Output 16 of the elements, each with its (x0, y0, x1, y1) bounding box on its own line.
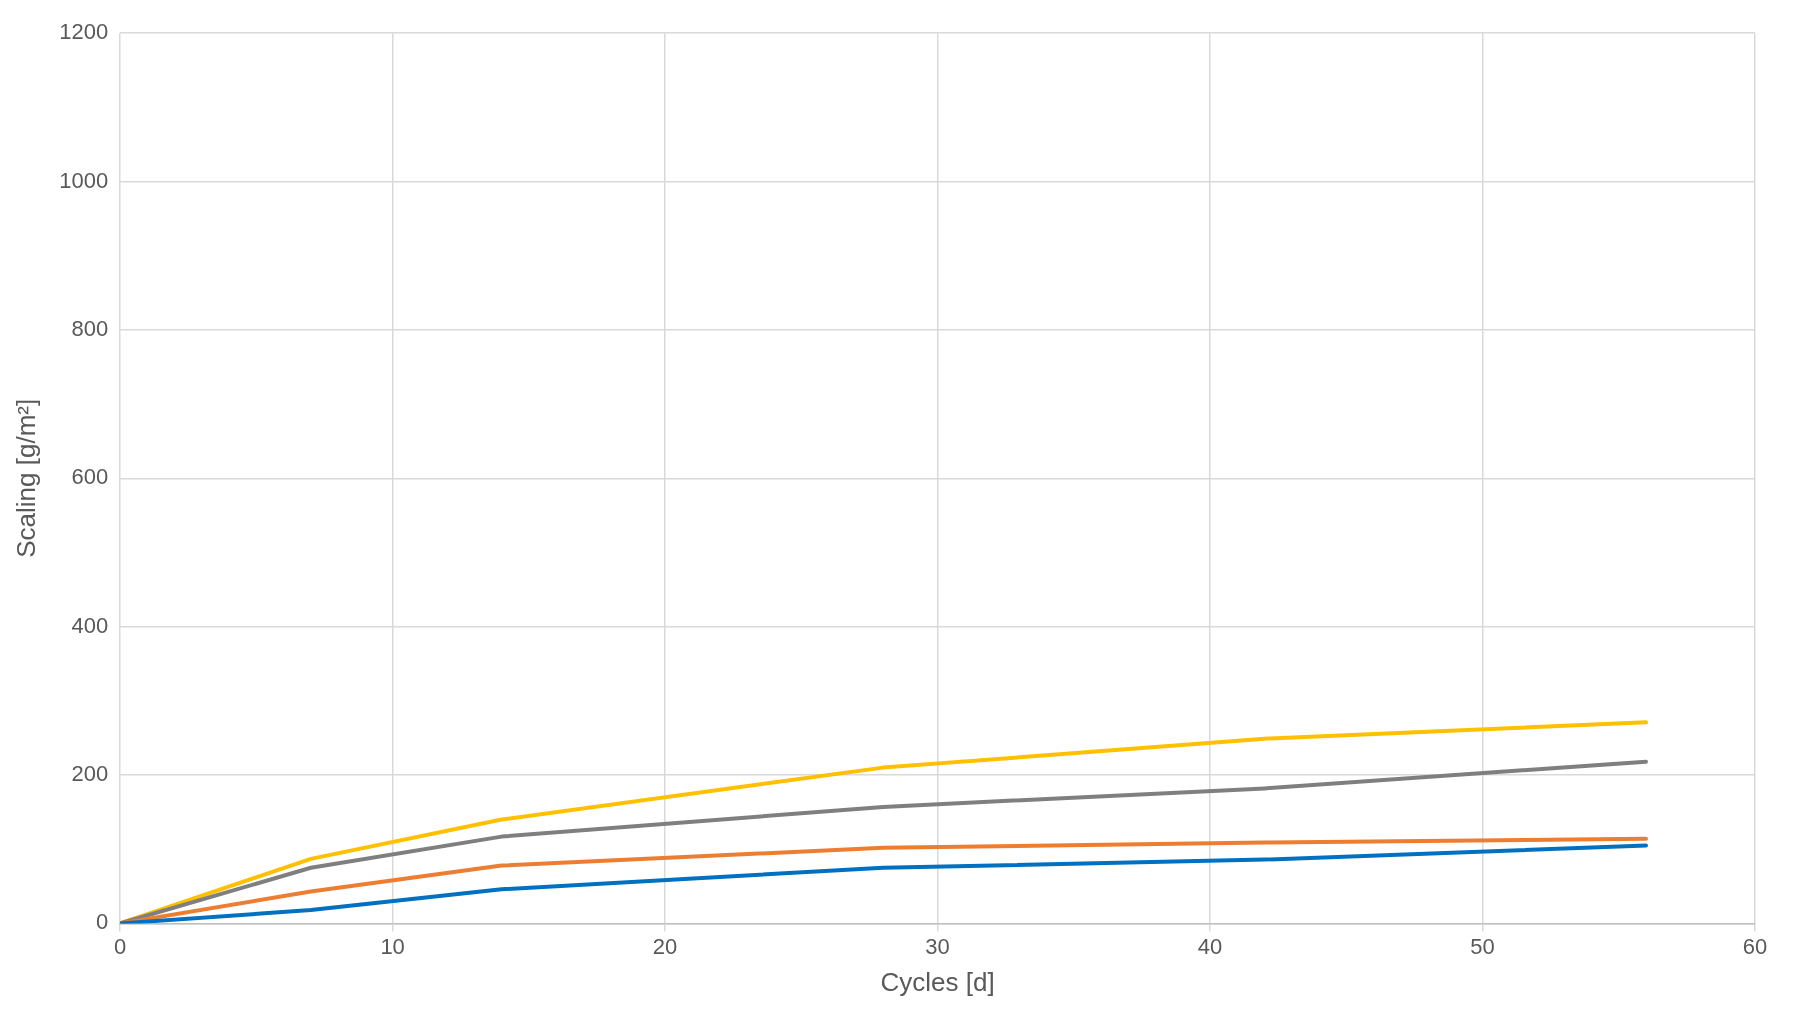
y-tick-label: 200 (71, 761, 109, 787)
y-tick-label: 400 (71, 612, 109, 638)
y-axis-title: Scaling [g/m²] (10, 398, 41, 558)
x-tick-label: 60 (1742, 933, 1768, 959)
x-tick-label: 30 (925, 933, 950, 959)
x-tick-label: 20 (652, 933, 678, 959)
x-tick-label: 40 (1197, 933, 1223, 959)
y-tick-label: 1200 (59, 19, 109, 45)
y-tick-label: 1000 (59, 167, 109, 193)
x-tick-label: 10 (380, 933, 405, 959)
x-tick-label: 0 (114, 933, 127, 959)
x-axis-title: Cycles [d] (880, 966, 995, 997)
y-tick-label: 600 (71, 464, 109, 490)
y-tick-label: 0 (95, 909, 109, 935)
y-tick-label: 800 (71, 316, 109, 341)
x-tick-label: 50 (1470, 933, 1495, 959)
